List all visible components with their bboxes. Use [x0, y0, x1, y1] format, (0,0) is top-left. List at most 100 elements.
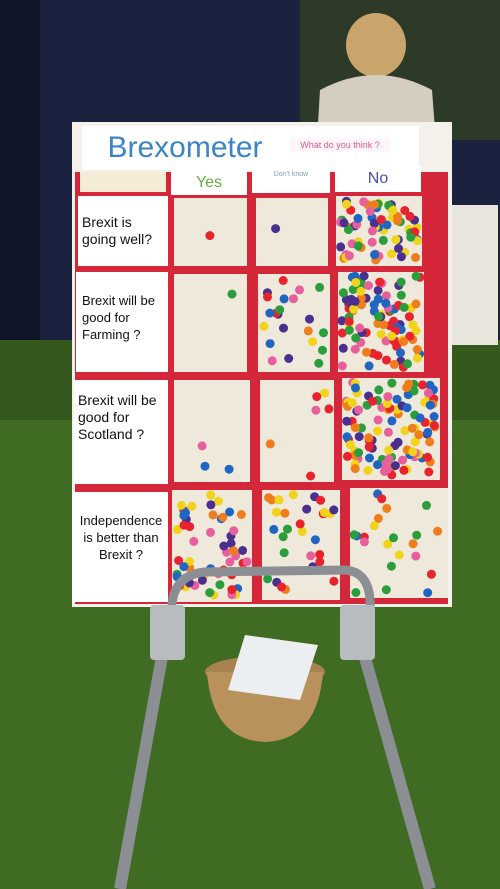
- sticker-dot: [373, 460, 382, 470]
- sticker-dot: [383, 539, 393, 549]
- sticker-dot: [373, 513, 383, 523]
- sticker-dot: [295, 285, 304, 295]
- sticker-dot: [310, 535, 320, 545]
- sticker-dot: [363, 466, 373, 475]
- sticker-dot: [405, 211, 415, 221]
- vote-stickers: [172, 196, 443, 600]
- sticker-dot: [429, 420, 439, 430]
- sticker-dot: [229, 526, 239, 536]
- sticker-dot: [279, 294, 289, 304]
- sticker-dot: [367, 226, 377, 236]
- sticker-dot: [344, 317, 354, 326]
- sticker-dot: [295, 519, 305, 529]
- sticker-dot: [187, 501, 197, 511]
- sticker-dot: [181, 508, 190, 518]
- sticker-dot: [354, 405, 364, 415]
- sticker-dot: [306, 471, 316, 481]
- sticker-dot: [344, 325, 354, 335]
- sticker-dot: [399, 337, 408, 347]
- header-cell-no: [335, 166, 421, 192]
- sticker-dot: [338, 343, 348, 353]
- sticker-dot: [388, 206, 398, 215]
- sticker-dot: [400, 426, 410, 436]
- sticker-dot: [404, 379, 414, 389]
- sticker-dot: [369, 218, 379, 228]
- sticker-dot: [324, 404, 334, 414]
- sticker-dot: [318, 345, 327, 355]
- sticker-dot: [392, 394, 402, 404]
- sticker-dot: [315, 282, 325, 292]
- sticker-dot: [337, 316, 347, 326]
- sticker-dot: [374, 385, 384, 395]
- sticker-dot: [422, 500, 431, 510]
- sticker-dot: [314, 358, 324, 368]
- sticker-dot: [338, 288, 348, 298]
- sticker-dot: [213, 496, 223, 506]
- question-cell-1: [78, 196, 168, 266]
- sticker-dot: [208, 510, 218, 520]
- sticker-dot: [179, 562, 189, 572]
- sticker-dot: [373, 285, 383, 295]
- sticker-dot: [423, 588, 433, 598]
- sticker-dot: [386, 561, 396, 571]
- sticker-dot: [225, 507, 235, 517]
- sticker-dot: [336, 242, 346, 252]
- sticker-dot: [423, 427, 433, 437]
- sticker-dot: [354, 448, 364, 458]
- sticker-dot: [306, 551, 316, 561]
- sticker-dot: [278, 532, 288, 542]
- sticker-dot: [402, 403, 412, 413]
- sticker-dot: [399, 302, 409, 312]
- sticker-dot: [278, 276, 288, 285]
- sticker-dot: [219, 541, 229, 551]
- sticker-dot: [391, 235, 401, 245]
- column-header-yes: Yes: [195, 174, 223, 191]
- stand-handle: [167, 565, 375, 621]
- sticker-dot: [236, 510, 246, 519]
- sticker-dot: [382, 220, 392, 230]
- sticker-dot: [353, 213, 363, 223]
- header-cell-dontknow: [252, 168, 330, 193]
- sticker-dot: [379, 467, 389, 476]
- sticker-dot: [242, 557, 252, 567]
- sticker-dot: [351, 333, 361, 343]
- sticker-dot: [396, 277, 406, 287]
- sticker-dot: [174, 556, 184, 565]
- sticker-dot: [381, 291, 391, 301]
- sticker-dot: [411, 551, 421, 561]
- sticker-dot: [377, 494, 387, 504]
- sticker-dot: [423, 452, 433, 462]
- sticker-dot: [206, 527, 215, 537]
- question-cell-2: [76, 272, 168, 372]
- sticker-dot: [263, 574, 273, 584]
- sticker-dot: [279, 548, 289, 558]
- sticker-dot: [387, 331, 397, 341]
- column-header-dontknow: Don't know: [273, 171, 309, 178]
- sticker-dot: [423, 388, 433, 398]
- sticker-dot: [353, 241, 363, 251]
- basket-leaflets: [228, 635, 318, 700]
- sticker-dot: [424, 467, 434, 477]
- sticker-dot: [337, 361, 347, 371]
- sticker-dot: [364, 433, 374, 443]
- sticker-dot: [411, 253, 420, 262]
- sticker-dot: [288, 490, 298, 500]
- sticker-dot: [405, 331, 415, 341]
- sticker-dot: [390, 441, 400, 451]
- sticker-dot: [369, 521, 379, 531]
- sticker-dot: [200, 461, 210, 471]
- board-subtitle: What do you think ?: [290, 138, 390, 152]
- sticker-dot: [227, 585, 237, 595]
- stand-leg-right: [354, 638, 436, 889]
- sticker-dot: [206, 490, 216, 500]
- sticker-dot: [411, 271, 421, 281]
- sticker-dot: [375, 277, 385, 287]
- sticker-dot: [265, 308, 275, 318]
- sticker-dot: [277, 582, 287, 592]
- sticker-dot: [275, 305, 285, 315]
- header-cell-blank: [80, 172, 166, 192]
- sticker-dot: [350, 296, 360, 306]
- vote-cell: [256, 198, 328, 266]
- sticker-dot: [384, 445, 394, 455]
- sticker-dot: [396, 348, 405, 358]
